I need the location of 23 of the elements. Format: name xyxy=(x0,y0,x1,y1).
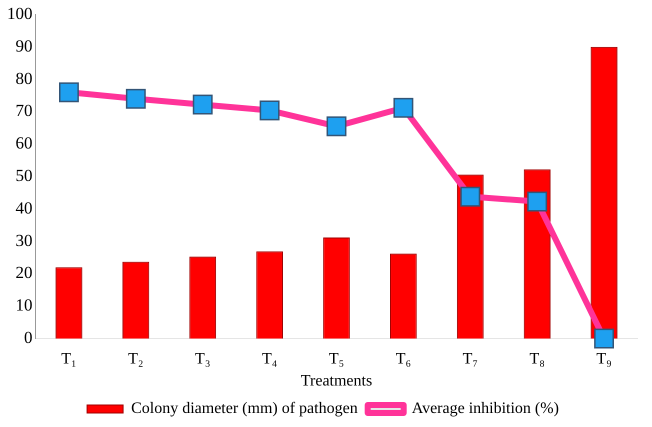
x-tick-label: T₅ xyxy=(328,350,344,368)
x-tick-label: T₉ xyxy=(596,350,612,368)
x-tick-label: T₇ xyxy=(462,350,478,368)
x-axis-title: Treatments xyxy=(300,372,372,390)
x-tick-label: T₃ xyxy=(195,350,210,368)
x-tick-label: T₁ xyxy=(61,350,77,368)
y-tick-label: 90 xyxy=(16,36,32,56)
x-tick-label: T₂ xyxy=(128,350,144,368)
y-tick-label: 0 xyxy=(24,328,32,348)
legend-label: Colony diameter (mm) of pathogen xyxy=(131,400,358,418)
y-tick-label: 50 xyxy=(16,166,32,186)
x-tick-label: T₈ xyxy=(529,350,545,368)
y-tick-label: 30 xyxy=(16,230,32,250)
x-tick-label: T₄ xyxy=(262,350,278,368)
y-tick-label: 40 xyxy=(16,198,32,218)
y-tick-label: 20 xyxy=(16,263,32,282)
x-tick-label: T₆ xyxy=(396,350,412,368)
y-tick-label: 10 xyxy=(16,296,32,315)
y-tick-label: 70 xyxy=(16,101,32,120)
y-tick-label: 60 xyxy=(16,134,32,153)
y-tick-label: 100 xyxy=(7,4,32,23)
y-tick-label: 80 xyxy=(16,68,32,88)
legend-label: Average inhibition (%) xyxy=(412,400,559,418)
